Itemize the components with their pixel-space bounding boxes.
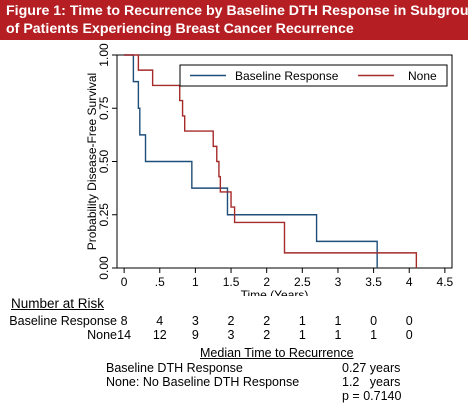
risk-cell: 14 — [117, 328, 132, 342]
risk-cell: 0 — [405, 328, 413, 342]
risk-cell: 1 — [334, 328, 342, 342]
risk-cell: 1 — [298, 328, 306, 342]
x-tick-label: 2.5 — [294, 275, 311, 289]
legend-label-none: None — [408, 69, 437, 83]
risk-cell: 1 — [334, 314, 342, 328]
risk-cell: 4 — [156, 314, 164, 328]
y-tick-label: 0.75 — [97, 96, 111, 120]
km-chart: 0.00 0.25 0.50 0.75 1.00 0 .5 1 1.5 2 2.5 3 3.5 4 4.5 T… — [85, 43, 454, 296]
median-row-label: None: No Baseline DTH Response — [106, 375, 300, 389]
median-row-value: 0.27 years — [342, 361, 401, 375]
legend-box — [179, 64, 448, 87]
risk-cell: 1 — [370, 328, 378, 342]
y-tick-label: 1.00 — [97, 43, 111, 67]
risk-row-label: None — [87, 328, 117, 342]
x-tick-label: 1.5 — [223, 275, 240, 289]
title-line-2: of Patients Experiencing Breast Cancer R… — [6, 21, 354, 37]
legend-label-baseline: Baseline Response — [235, 69, 339, 83]
risk-row-label: Baseline Response — [9, 314, 117, 328]
risk-table-heading: Number at Risk — [11, 296, 105, 311]
x-tick-label: .5 — [155, 275, 165, 289]
median-row-label: Baseline DTH Response — [106, 361, 243, 375]
median-row: Baseline DTH Response 0.27 years — [0, 361, 474, 376]
x-tick-label: 4 — [406, 275, 413, 289]
risk-cell: 8 — [120, 314, 128, 328]
risk-cell: 2 — [263, 314, 271, 328]
risk-cell: 0 — [370, 314, 378, 328]
median-table-title: Median Time to Recurrence — [200, 346, 354, 360]
median-row: p = 0.7140 — [0, 389, 474, 404]
series-line-none — [124, 54, 418, 268]
title-line-1: Figure 1: Time to Recurrence by Baseline… — [6, 3, 474, 19]
risk-cell: 9 — [191, 328, 199, 342]
x-tick-label: 0 — [121, 275, 128, 289]
median-row: None: No Baseline DTH Response 1.2 years — [0, 375, 474, 390]
risk-cell: 3 — [191, 314, 199, 328]
risk-cell: 0 — [405, 314, 413, 328]
risk-cell: 12 — [152, 328, 167, 342]
y-axis-title: Probability Disease-Free Survival — [85, 73, 99, 250]
x-tick-label: 1 — [192, 275, 199, 289]
y-tick-label: 0.25 — [97, 203, 111, 227]
risk-row: Baseline Response 8 4 3 2 2 1 1 0 0 — [0, 314, 474, 330]
x-tick-label: 3 — [335, 275, 342, 289]
risk-cell: 3 — [227, 328, 235, 342]
risk-row: None 14 12 9 3 2 1 1 1 0 — [0, 328, 474, 344]
risk-cell: 2 — [263, 328, 271, 342]
x-tick-label: 3.5 — [365, 275, 382, 289]
risk-cell: 1 — [298, 314, 306, 328]
y-tick-label: 0.50 — [97, 149, 111, 173]
median-row-value: 1.2 years — [342, 375, 401, 389]
x-tick-label: 4.5 — [437, 275, 454, 289]
median-row-value: p = 0.7140 — [342, 389, 402, 403]
x-tick-label: 2 — [263, 275, 270, 289]
risk-cell: 2 — [227, 314, 235, 328]
x-axis-title: Time (Years) — [241, 288, 309, 296]
figure-title: Figure 1: Time to Recurrence by Baseline… — [0, 0, 474, 40]
series-line-baseline-response — [124, 54, 378, 268]
y-tick-label: 0.00 — [97, 256, 111, 280]
